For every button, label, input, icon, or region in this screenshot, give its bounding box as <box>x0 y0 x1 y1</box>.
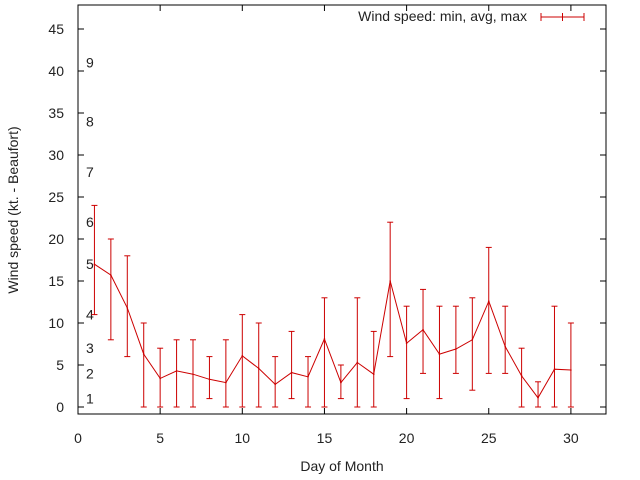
plot-frame <box>77 4 607 415</box>
y-tick-label: 40 <box>48 63 64 79</box>
beaufort-label: 7 <box>86 164 94 180</box>
y-axis-title: Wind speed (kt. - Beaufort) <box>5 126 21 293</box>
y-tick-label: 30 <box>48 147 64 163</box>
x-tick-label: 30 <box>563 430 579 446</box>
y-tick-label: 0 <box>56 399 64 415</box>
x-tick-label: 25 <box>481 430 497 446</box>
x-tick-label: 15 <box>317 430 333 446</box>
beaufort-label: 4 <box>86 307 94 323</box>
beaufort-label: 1 <box>86 391 94 407</box>
y-tick-label: 20 <box>48 231 64 247</box>
legend-sample <box>540 13 585 21</box>
beaufort-label: 2 <box>86 365 94 381</box>
legend-label: Wind speed: min, avg, max <box>358 8 527 24</box>
x-axis-title: Day of Month <box>300 458 383 474</box>
avg-wind-line <box>94 263 571 399</box>
beaufort-scale: 1 2 3 4 5 6 7 8 9 <box>86 55 94 407</box>
y-tick-label: 25 <box>48 189 64 205</box>
x-tick-label: 10 <box>235 430 251 446</box>
y-tick-label: 10 <box>48 315 64 331</box>
y-tick-label: 45 <box>48 21 64 37</box>
beaufort-label: 6 <box>86 214 94 230</box>
y-tick-label: 5 <box>56 357 64 373</box>
beaufort-label: 8 <box>86 113 94 129</box>
x-tick-label: 5 <box>156 430 164 446</box>
y-tick-label: 15 <box>48 273 64 289</box>
legend: Wind speed: min, avg, max <box>358 8 585 24</box>
beaufort-label: 9 <box>86 55 94 71</box>
error-bars <box>91 204 574 408</box>
y-tick-label: 35 <box>48 105 64 121</box>
beaufort-label: 5 <box>86 256 94 272</box>
x-tick-label: 0 <box>74 430 82 446</box>
beaufort-label: 3 <box>86 340 94 356</box>
x-tick-label: 20 <box>399 430 415 446</box>
